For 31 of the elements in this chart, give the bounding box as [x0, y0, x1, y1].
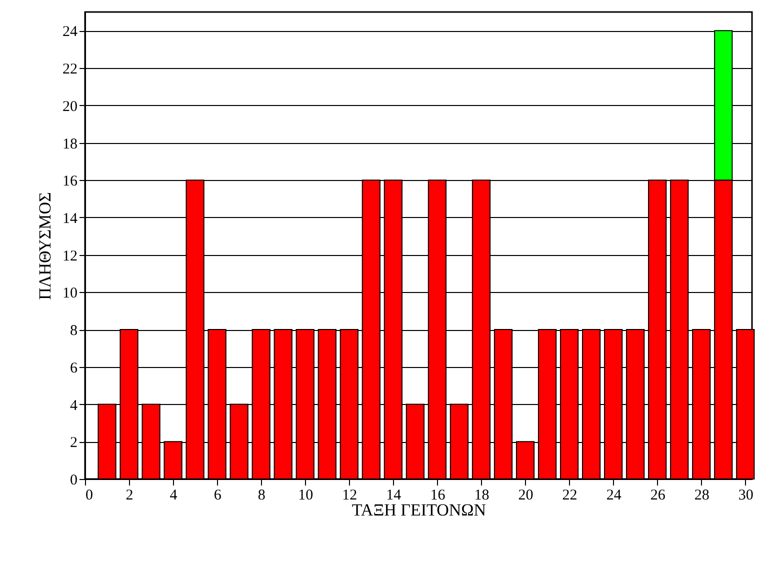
x-tick-label: 10 — [298, 488, 314, 504]
x-axis-title: ΤΑΞΗ ΓΕΙΤΟΝΩΝ — [352, 500, 486, 520]
y-tick-label: 16 — [62, 174, 78, 190]
x-tick-label: 0 — [86, 488, 93, 504]
y-tick-label: 10 — [62, 286, 78, 302]
y-tick-label: 20 — [62, 98, 78, 115]
y-tick-label: 8 — [70, 323, 78, 340]
x-tick-label: 26 — [650, 488, 666, 504]
x-tick-label: 18 — [474, 488, 490, 504]
x-tick-label: 28 — [694, 488, 710, 504]
y-tick-label: 24 — [62, 24, 78, 40]
y-tick-label: 18 — [62, 136, 78, 152]
y-tick-label: 2 — [70, 435, 78, 452]
x-tick-label: 30 — [738, 488, 754, 504]
y-tick-label: 0 — [70, 472, 78, 488]
y-tick-label: 14 — [62, 210, 78, 227]
y-tick-label: 6 — [70, 360, 78, 376]
x-tick-label: 2 — [126, 488, 134, 504]
y-tick-label: 12 — [62, 248, 78, 264]
y-axis-title: ΠΛΗΘΥΣΜΟΣ — [36, 192, 54, 300]
x-tick-label: 12 — [342, 488, 358, 504]
x-tick-label: 22 — [562, 488, 578, 504]
x-tick-label: 6 — [214, 488, 222, 504]
x-tick-label: 24 — [606, 488, 622, 504]
y-tick-label: 4 — [70, 398, 78, 414]
x-tick-label: 16 — [430, 488, 446, 504]
x-tick-label: 14 — [386, 488, 402, 504]
x-tick-label: 4 — [170, 488, 178, 504]
x-tick-label: 20 — [518, 488, 534, 504]
x-tick-label: 8 — [258, 488, 266, 504]
y-tick-label: 22 — [62, 62, 78, 78]
